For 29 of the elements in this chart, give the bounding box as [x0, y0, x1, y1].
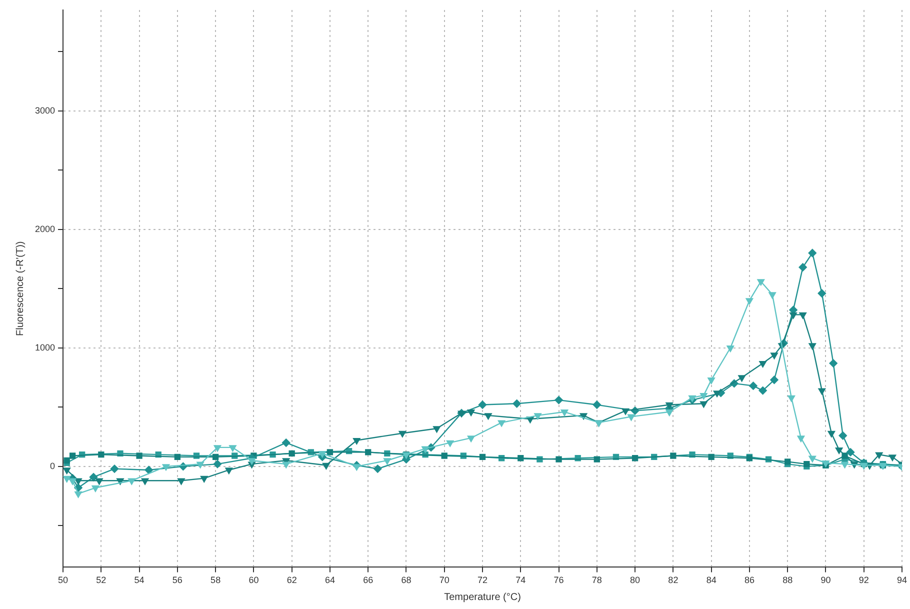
- y-tick-label: 2000: [34, 224, 56, 234]
- x-tick-label: 72: [478, 575, 488, 586]
- x-tick-label: 90: [820, 575, 831, 586]
- x-tick-label: 76: [554, 575, 564, 586]
- x-tick-label: 66: [363, 575, 374, 586]
- x-tick-label: 68: [401, 575, 412, 586]
- x-tick-label: 54: [134, 575, 144, 586]
- x-tick-label: 92: [858, 575, 869, 586]
- x-tick-label: 84: [706, 575, 716, 586]
- x-tick-label: 70: [439, 575, 450, 586]
- x-tick-label: 60: [248, 575, 259, 586]
- x-tick-label: 56: [172, 575, 182, 586]
- x-tick-label: 78: [592, 575, 602, 586]
- x-tick-label: 64: [324, 575, 335, 586]
- x-tick-label: 88: [782, 575, 793, 586]
- x-tick-label: 94: [896, 575, 907, 586]
- x-tick-label: 74: [516, 575, 526, 586]
- x-tick-label: 52: [96, 575, 106, 586]
- x-tick-label: 62: [286, 575, 297, 586]
- x-tick-label: 58: [210, 575, 221, 586]
- y-tick-label: 0: [50, 460, 56, 471]
- x-tick-label: 80: [630, 575, 640, 586]
- y-tick-label: 1000: [34, 342, 56, 352]
- x-tick-label: 50: [58, 575, 68, 586]
- x-axis-title: Temperature (°C): [444, 592, 521, 603]
- x-tick-label: 86: [744, 575, 754, 586]
- y-tick-label: 3000: [34, 105, 56, 116]
- x-tick-label: 82: [668, 575, 678, 586]
- y-axis-title: Fluorescence (-R'(T)): [14, 241, 26, 336]
